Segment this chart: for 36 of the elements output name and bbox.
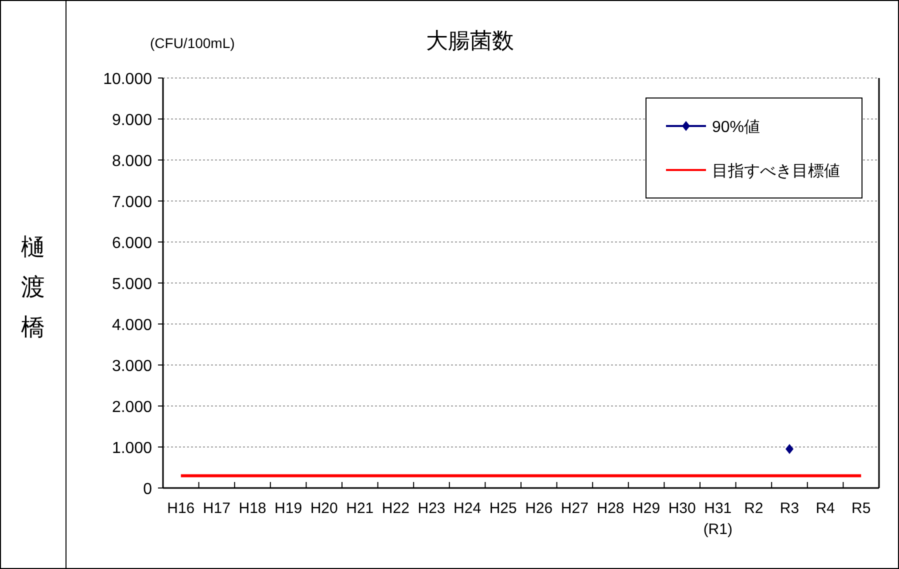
x-tick-label: H31 (R1) (703, 500, 732, 538)
y-tick-label: 0 (143, 481, 152, 498)
x-tick-label: H17 (202, 500, 230, 517)
x-tick-label: R4 (816, 500, 835, 517)
x-tick-label: H25 (489, 500, 517, 517)
y-tick-label: 2.000 (112, 399, 152, 416)
x-tick-label: H19 (274, 500, 302, 517)
x-tick-label: H26 (525, 500, 553, 517)
y-tick-label: 7.000 (112, 194, 152, 211)
x-tick-label: R2 (744, 500, 764, 517)
x-tick-label: H23 (418, 500, 446, 517)
y-tick-label: 1.000 (112, 440, 152, 457)
x-tick-label: H27 (560, 500, 588, 517)
y-tick-label: 9.000 (112, 112, 152, 129)
chart-title: 大腸菌数 (426, 28, 514, 53)
y-tick-label: 6.000 (112, 235, 152, 252)
x-tick-label: R3 (780, 500, 800, 517)
y-tick-label: 10.000 (103, 71, 152, 88)
annotation: 樋渡橋 (21, 234, 45, 341)
x-tick-label: H29 (632, 500, 660, 517)
y-tick-label: 4.000 (112, 317, 152, 334)
x-tick-label: H21 (346, 500, 374, 517)
y-tick-label: 3.000 (112, 358, 152, 375)
x-tick-label: H24 (454, 500, 482, 517)
y-tick-label: 8.000 (112, 153, 152, 170)
x-tick-label: R5 (852, 500, 871, 517)
x-tick-label: H18 (238, 500, 266, 517)
x-tick-label: H16 (167, 500, 195, 517)
x-tick-label: H28 (596, 500, 624, 517)
legend-label: 目指すべき目標値 (712, 162, 840, 180)
y-axis-title: (CFU/100mL) (150, 35, 235, 51)
x-tick-label: H30 (668, 500, 696, 517)
x-tick-label: H22 (382, 500, 410, 517)
x-tick-label: H20 (310, 500, 338, 517)
y-tick-label: 5.000 (112, 276, 152, 293)
legend-label: 90%値 (712, 119, 760, 136)
